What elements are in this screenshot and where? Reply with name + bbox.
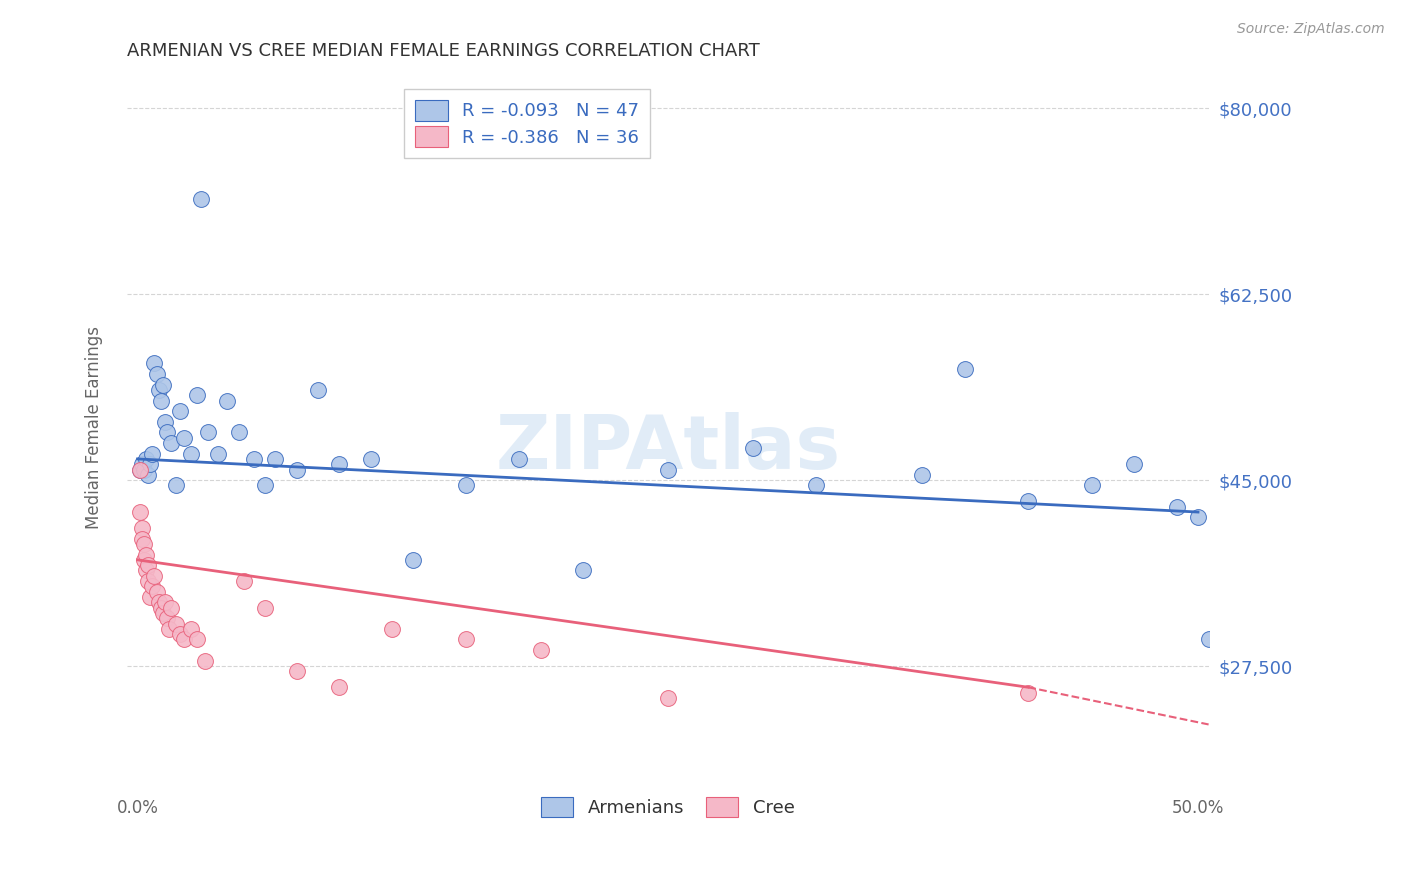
Point [1198, 632, 1220, 647]
Point [132, 553, 155, 567]
Text: 0.0%: 0.0% [117, 799, 159, 817]
Point [456, 478, 478, 492]
Point [264, 452, 287, 467]
Point [190, 192, 212, 206]
Point [141, 579, 163, 593]
Point [136, 574, 159, 588]
Point [1081, 478, 1104, 492]
Point [197, 425, 219, 440]
Point [145, 367, 167, 381]
Text: 50.0%: 50.0% [1171, 799, 1225, 817]
Point [156, 425, 179, 440]
Point [152, 606, 174, 620]
Point [228, 425, 250, 440]
Point [135, 452, 157, 467]
Point [149, 393, 172, 408]
Point [1017, 685, 1039, 699]
Point [135, 564, 157, 578]
Point [657, 462, 679, 476]
Point [173, 431, 195, 445]
Point [156, 611, 179, 625]
Text: Source: ZipAtlas.com: Source: ZipAtlas.com [1237, 22, 1385, 37]
Point [160, 436, 183, 450]
Point [1123, 457, 1146, 471]
Point [741, 442, 763, 456]
Point [508, 452, 530, 467]
Point [169, 404, 191, 418]
Point [328, 680, 350, 694]
Point [215, 393, 238, 408]
Point [135, 548, 157, 562]
Point [1017, 494, 1039, 508]
Point [194, 654, 217, 668]
Point [657, 690, 679, 705]
Point [128, 462, 150, 476]
Point [186, 632, 208, 647]
Legend: Armenians, Cree: Armenians, Cree [533, 789, 801, 824]
Point [1187, 510, 1209, 524]
Point [165, 616, 187, 631]
Point [148, 595, 170, 609]
Point [207, 447, 229, 461]
Point [402, 553, 425, 567]
Point [360, 452, 382, 467]
Point [232, 574, 254, 588]
Point [145, 584, 167, 599]
Point [143, 568, 166, 582]
Point [165, 478, 187, 492]
Point [953, 361, 976, 376]
Y-axis label: Median Female Earnings: Median Female Earnings [86, 326, 103, 529]
Point [136, 467, 159, 482]
Point [149, 600, 172, 615]
Point [153, 595, 176, 609]
Point [381, 622, 404, 636]
Point [456, 632, 478, 647]
Point [139, 457, 162, 471]
Point [285, 462, 308, 476]
Point [131, 457, 153, 471]
Point [157, 622, 180, 636]
Point [132, 462, 155, 476]
Point [307, 383, 329, 397]
Point [128, 462, 150, 476]
Point [180, 447, 202, 461]
Point [173, 632, 195, 647]
Point [285, 665, 308, 679]
Text: ARMENIAN VS CREE MEDIAN FEMALE EARNINGS CORRELATION CHART: ARMENIAN VS CREE MEDIAN FEMALE EARNINGS … [127, 42, 759, 60]
Text: ZIPAtlas: ZIPAtlas [495, 411, 841, 484]
Point [243, 452, 266, 467]
Point [186, 388, 208, 402]
Point [139, 590, 162, 604]
Point [128, 505, 150, 519]
Point [180, 622, 202, 636]
Point [136, 558, 159, 573]
Point [253, 600, 276, 615]
Point [152, 377, 174, 392]
Point [1166, 500, 1188, 514]
Point [328, 457, 350, 471]
Point [911, 467, 934, 482]
Point [160, 600, 183, 615]
Point [572, 564, 595, 578]
Point [169, 627, 191, 641]
Point [141, 447, 163, 461]
Point [132, 537, 155, 551]
Point [143, 356, 166, 370]
Point [253, 478, 276, 492]
Point [131, 521, 153, 535]
Point [529, 643, 551, 657]
Point [153, 415, 176, 429]
Point [806, 478, 828, 492]
Point [131, 532, 153, 546]
Point [148, 383, 170, 397]
